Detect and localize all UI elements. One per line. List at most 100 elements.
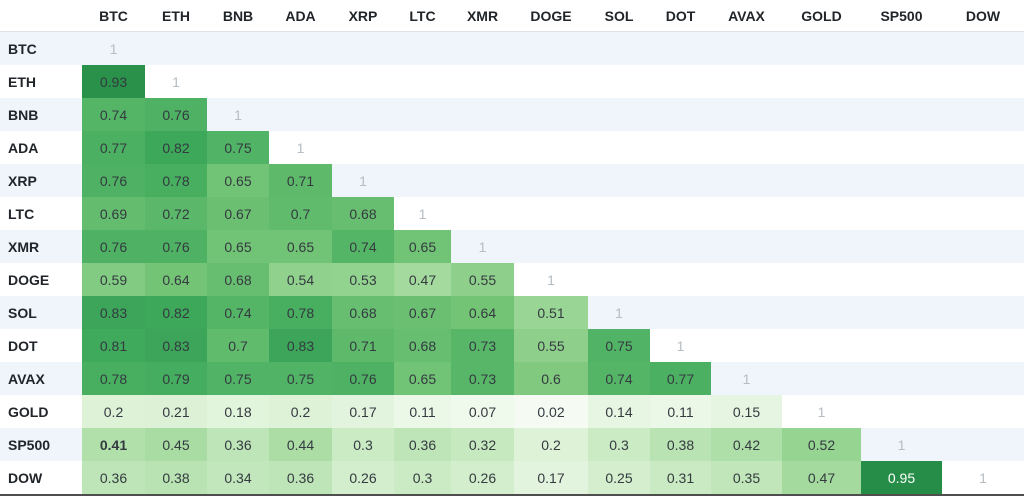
cell-empty	[782, 98, 861, 131]
cell-empty	[861, 329, 942, 362]
cell-empty	[145, 31, 207, 65]
cell-bnb-eth: 0.76	[145, 98, 207, 131]
cell-gold-eth: 0.21	[145, 395, 207, 428]
cell-empty	[942, 65, 1024, 98]
cell-xmr-bnb: 0.65	[207, 230, 269, 263]
cell-empty	[394, 65, 451, 98]
cell-gold-xrp: 0.17	[332, 395, 394, 428]
cell-doge-ada: 0.54	[269, 263, 332, 296]
matrix-row-ada: ADA 0.77 0.82 0.75 1	[0, 131, 1024, 164]
cell-empty	[711, 230, 782, 263]
row-header-xrp: XRP	[0, 164, 82, 197]
cell-xrp-ada: 0.71	[269, 164, 332, 197]
col-header-btc: BTC	[82, 0, 145, 32]
cell-empty	[394, 98, 451, 131]
cell-dow-dow: 1	[979, 469, 987, 486]
cell-gold-ada: 0.2	[269, 395, 332, 428]
cell-empty	[782, 362, 861, 395]
cell-ada-ada: 1	[296, 139, 305, 156]
row-header-xmr: XMR	[0, 230, 82, 263]
matrix-row-sp500: SP500 0.41 0.45 0.36 0.44 0.3 0.36 0.32 0.2 0.3 0.…	[0, 428, 1024, 461]
row-header-ltc: LTC	[8, 205, 35, 222]
cell-sp500-sp500: 1	[861, 428, 942, 461]
cell-sp500-dot: 0.38	[650, 428, 711, 461]
cell-dot-dot: 1	[676, 337, 685, 354]
cell-empty	[650, 31, 711, 65]
cell-empty	[942, 263, 1024, 296]
matrix-row-avax: AVAX 0.78 0.79 0.75 0.75 0.76 0.65 0.73 0.6 0.74 0…	[0, 362, 1024, 395]
col-header-sp500: SP500	[861, 0, 942, 32]
cell-empty	[711, 31, 782, 65]
cell-empty	[861, 98, 942, 131]
cell-avax-bnb: 0.75	[207, 362, 269, 395]
matrix-row-gold: GOLD 0.2 0.21 0.18 0.2 0.17 0.11 0.07 0.02 0.14 0.…	[0, 395, 1024, 428]
col-header-eth: ETH	[145, 0, 207, 32]
row-header-gold: GOLD	[8, 403, 49, 420]
cell-empty	[782, 329, 861, 362]
cell-doge-eth: 0.64	[145, 263, 207, 296]
cell-empty	[782, 31, 861, 65]
cell-sol-xrp: 0.68	[332, 296, 394, 329]
cell-empty	[782, 65, 861, 98]
cell-sp500-xrp: 0.3	[332, 428, 394, 461]
matrix-row-dow: DOW 0.36 0.38 0.34 0.36 0.26 0.3 0.26 0.17 0.25 0.…	[0, 461, 1024, 495]
cell-dow-xmr: 0.26	[451, 461, 514, 495]
cell-empty	[588, 263, 650, 296]
cell-ltc-ada: 0.7	[269, 197, 332, 230]
cell-xmr-ada: 0.65	[269, 230, 332, 263]
cell-dow-btc: 0.36	[82, 461, 145, 495]
cell-gold-dot: 0.11	[650, 395, 711, 428]
cell-dot-eth: 0.83	[145, 329, 207, 362]
cell-xmr-eth: 0.76	[145, 230, 207, 263]
cell-empty	[861, 362, 942, 395]
cell-btc-btc: 1	[82, 31, 145, 65]
cell-doge-xrp: 0.53	[332, 263, 394, 296]
cell-empty	[782, 131, 861, 164]
row-header-sol: SOL	[0, 296, 82, 329]
cell-dot-sol: 0.75	[588, 329, 650, 362]
cell-empty	[782, 197, 861, 230]
cell-dow-xrp: 0.26	[332, 461, 394, 495]
cell-bnb-btc: 0.74	[82, 98, 145, 131]
cell-empty	[269, 65, 332, 98]
matrix-row-btc: BTC 1	[0, 31, 1024, 65]
cell-empty	[782, 230, 861, 263]
cell-sol-sol: 1	[588, 296, 650, 329]
cell-empty	[861, 164, 942, 197]
cell-ada-btc: 0.77	[82, 131, 145, 164]
cell-avax-doge: 0.6	[514, 362, 588, 395]
cell-empty	[942, 362, 1024, 395]
cell-empty	[861, 131, 942, 164]
cell-sol-ltc: 0.67	[394, 296, 451, 329]
cell-empty	[650, 230, 711, 263]
cell-empty	[332, 65, 394, 98]
cell-gold-bnb: 0.18	[207, 395, 269, 428]
cell-empty	[942, 395, 1024, 428]
col-header-gold: GOLD	[782, 0, 861, 32]
row-header-avax: AVAX	[0, 362, 82, 395]
cell-xrp-eth: 0.78	[145, 164, 207, 197]
cell-empty	[650, 197, 711, 230]
cell-empty	[782, 296, 861, 329]
row-header-eth: ETH	[8, 73, 36, 90]
cell-empty	[332, 131, 394, 164]
cell-sp500-doge: 0.2	[514, 428, 588, 461]
cell-ltc-bnb: 0.67	[207, 197, 269, 230]
cell-dot-ltc: 0.68	[394, 329, 451, 362]
cell-empty	[711, 131, 782, 164]
cell-ltc-ltc: 1	[418, 205, 427, 222]
cell-empty	[650, 263, 711, 296]
cell-doge-xmr: 0.55	[451, 263, 514, 296]
cell-sol-xmr: 0.64	[451, 296, 514, 329]
cell-empty	[650, 131, 711, 164]
cell-gold-ltc: 0.11	[394, 395, 451, 428]
cell-empty	[861, 263, 942, 296]
cell-empty	[782, 263, 861, 296]
cell-xmr-btc: 0.76	[82, 230, 145, 263]
matrix-row-doge: DOGE 0.59 0.64 0.68 0.54 0.53 0.47 0.55 1	[0, 263, 1024, 296]
cell-empty	[650, 98, 711, 131]
cell-empty	[394, 31, 451, 65]
cell-empty	[451, 131, 514, 164]
cell-sp500-ltc: 0.36	[394, 428, 451, 461]
col-header-dow: DOW	[942, 0, 1024, 32]
